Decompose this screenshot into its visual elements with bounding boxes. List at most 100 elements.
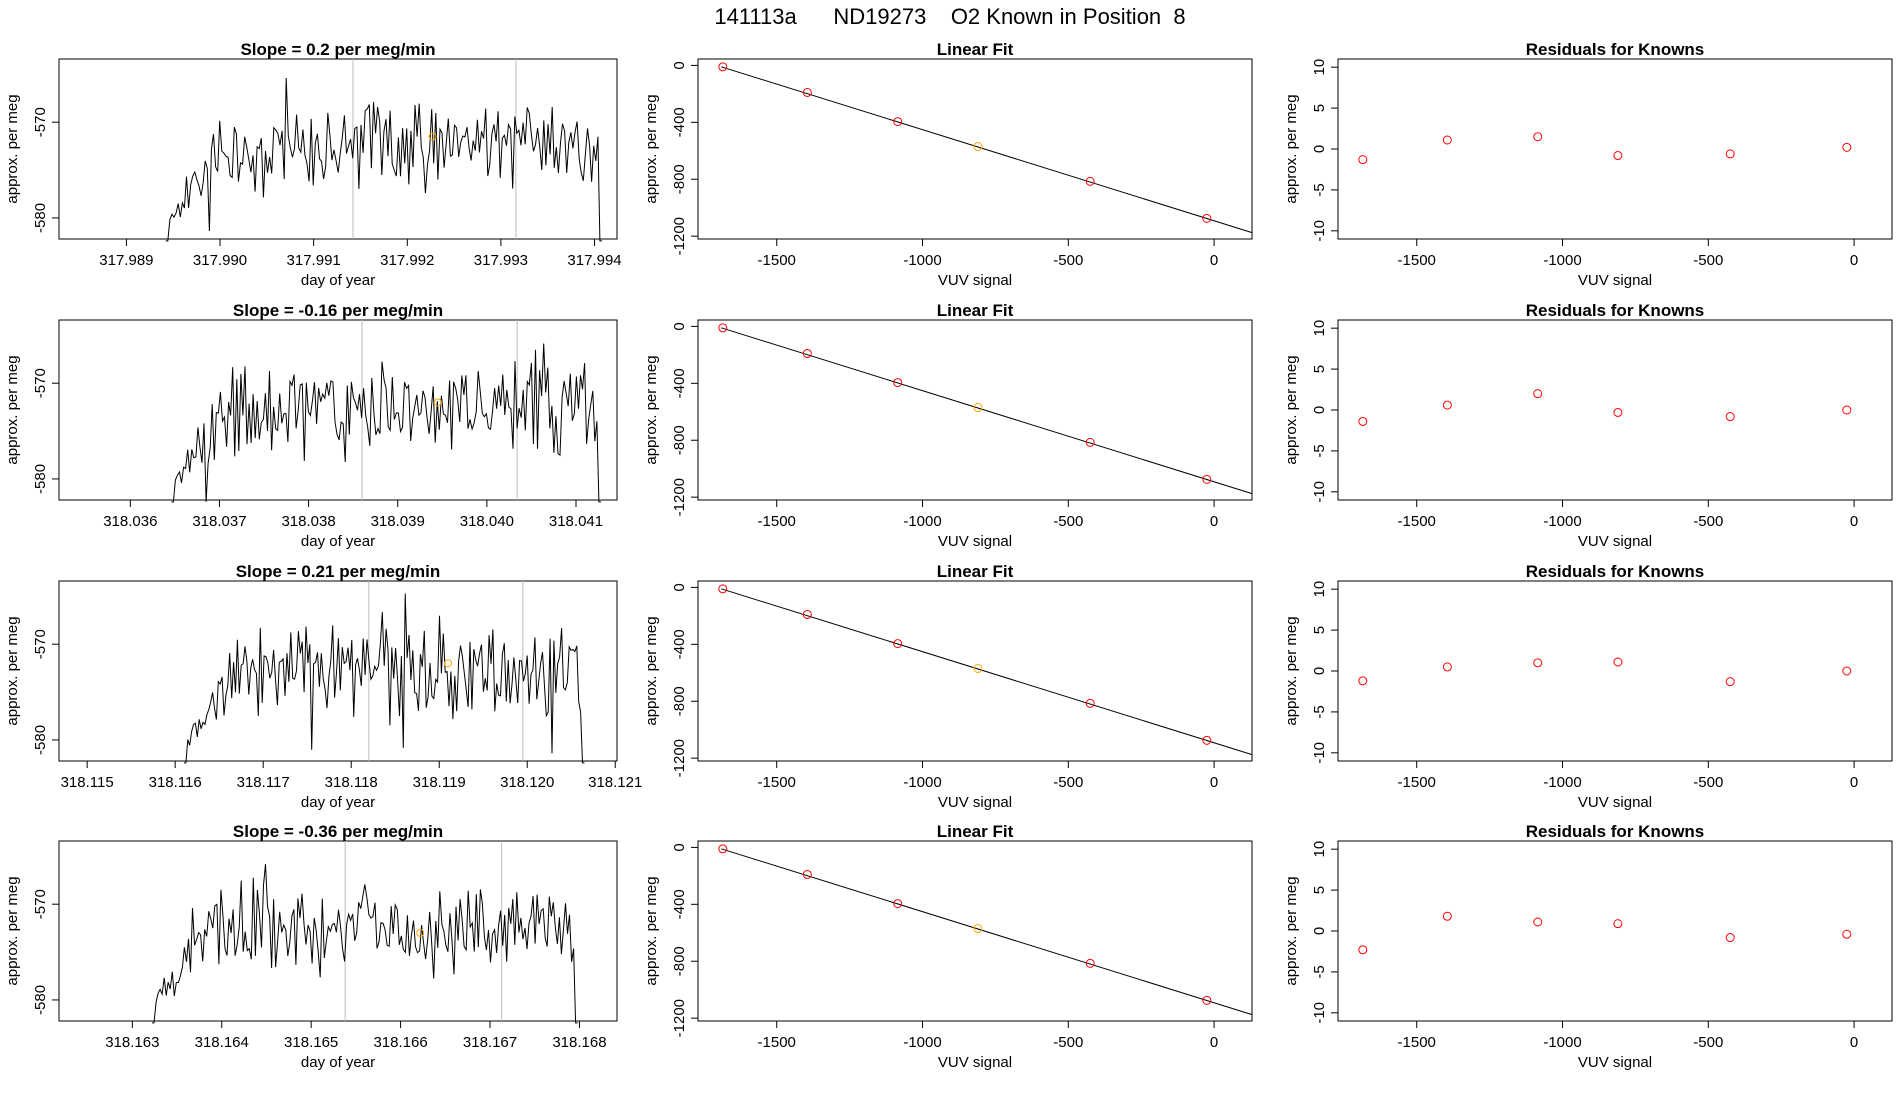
x-tick-label: -1500 (1398, 513, 1436, 530)
plot-frame (58, 319, 618, 501)
x-tick-label: -1000 (1543, 513, 1581, 530)
plot-frame (697, 58, 1253, 240)
y-tick-label: 0 (671, 322, 688, 330)
known-point (1842, 666, 1852, 676)
x-tick-label: -500 (1693, 252, 1723, 269)
y-tick-label: 5 (1311, 365, 1328, 373)
y-tick-label: -800 (671, 946, 688, 976)
chart-title: Slope = -0.36 per meg/min (233, 822, 443, 841)
x-tick-label: -1000 (903, 513, 941, 530)
known-point (718, 62, 728, 72)
plot-frame (697, 840, 1253, 1022)
known-point (1442, 135, 1452, 145)
known-point (893, 117, 903, 127)
chart-panel-r3-c1: Slope = 0.21 per meg/min day of year appro… (4, 562, 642, 811)
chart-title: Slope = -0.16 per meg/min (233, 301, 443, 320)
known-point (1085, 176, 1095, 186)
x-tick-label: 318.164 (195, 1034, 249, 1051)
x-axis-label: day of year (301, 272, 375, 289)
y-tick-label: -580 (32, 725, 49, 755)
known-point (1358, 676, 1368, 686)
x-tick-label: -500 (1693, 774, 1723, 791)
y-tick-label: -5 (1311, 965, 1328, 978)
x-tick-label: 318.041 (549, 513, 603, 530)
x-tick-label: -1000 (1543, 774, 1581, 791)
x-tick-label: -1500 (758, 513, 796, 530)
plot-frame (697, 319, 1253, 501)
chart-panel-r4-c1: Slope = -0.36 per meg/min day of year appr… (4, 822, 618, 1071)
known-point (1842, 929, 1852, 939)
timeseries-line (171, 343, 601, 503)
y-axis-label: approx. per meg (643, 355, 660, 464)
plot-frame (58, 580, 618, 762)
chart-panel-r4-c2: Linear Fit VUV signal approx. per meg -1500… (643, 822, 1253, 1071)
y-axis-label: approx. per meg (4, 355, 21, 464)
figure-title: 141113a ND19273 O2 Known in Position 8 (714, 4, 1186, 29)
y-tick-label: 0 (1311, 927, 1328, 935)
known-point (893, 639, 903, 649)
y-tick-label: 0 (671, 583, 688, 591)
y-tick-label: 5 (1311, 886, 1328, 894)
y-tick-label: -800 (671, 425, 688, 455)
x-tick-label: -1500 (758, 1034, 796, 1051)
known-point (1533, 389, 1543, 399)
y-tick-label: 10 (1311, 59, 1328, 76)
x-tick-label: 318.121 (588, 774, 642, 791)
x-tick-label: 0 (1210, 774, 1218, 791)
known-point (802, 87, 812, 97)
x-tick-label: 318.163 (105, 1034, 159, 1051)
y-axis-label: approx. per meg (1283, 94, 1300, 203)
x-tick-label: 318.038 (281, 513, 335, 530)
x-tick-label: 0 (1850, 252, 1858, 269)
x-tick-label: -1000 (903, 252, 941, 269)
x-tick-label: 0 (1210, 1034, 1218, 1051)
known-point (1442, 911, 1452, 921)
x-axis-label: VUV signal (938, 1054, 1012, 1071)
unknown-sample-marker (428, 132, 437, 141)
y-axis-label: approx. per meg (1283, 876, 1300, 985)
y-tick-label: -800 (671, 686, 688, 716)
known-point (802, 869, 812, 879)
known-point (1613, 151, 1623, 161)
known-point (1533, 132, 1543, 142)
x-tick-label: -500 (1053, 252, 1083, 269)
known-point (718, 323, 728, 333)
y-tick-label: -1200 (671, 217, 688, 255)
y-tick-label: -10 (1311, 220, 1328, 242)
x-tick-label: 318.115 (61, 774, 114, 791)
chart-panel-r2-c3: Residuals for Knowns VUV signal approx. pe… (1283, 301, 1893, 550)
x-tick-label: 0 (1210, 252, 1218, 269)
y-axis-label: approx. per meg (4, 616, 21, 725)
chart-panel-r4-c3: Residuals for Knowns VUV signal approx. pe… (1283, 822, 1893, 1071)
x-tick-label: -500 (1053, 513, 1083, 530)
plot-frame (1337, 840, 1893, 1022)
y-axis-label: approx. per meg (643, 876, 660, 985)
chart-title: Residuals for Knowns (1526, 301, 1705, 320)
x-tick-label: 318.117 (237, 774, 290, 791)
chart-title: Linear Fit (937, 822, 1014, 841)
y-axis-label: approx. per meg (4, 94, 21, 203)
known-point (1725, 412, 1735, 422)
known-point (1442, 662, 1452, 672)
known-point (1202, 995, 1212, 1005)
plot-frame (697, 580, 1253, 762)
y-tick-label: -580 (32, 203, 49, 233)
chart-title: Linear Fit (937, 562, 1014, 581)
y-tick-label: 5 (1311, 104, 1328, 112)
x-tick-label: -1500 (1398, 774, 1436, 791)
y-tick-label: -570 (32, 889, 49, 919)
fit-line (721, 66, 1253, 234)
y-tick-label: 10 (1311, 581, 1328, 598)
unknown-point (973, 924, 983, 934)
x-axis-label: VUV signal (938, 533, 1012, 550)
chart-panel-r3-c3: Residuals for Knowns VUV signal approx. pe… (1283, 562, 1893, 811)
y-tick-label: -400 (671, 889, 688, 919)
x-axis-label: day of year (301, 1054, 375, 1071)
known-point (1085, 698, 1095, 708)
known-point (718, 584, 728, 594)
y-axis-label: approx. per meg (4, 876, 21, 985)
chart-title: Linear Fit (937, 301, 1014, 320)
known-point (1202, 474, 1212, 484)
known-point (1613, 919, 1623, 929)
known-point (893, 899, 903, 909)
